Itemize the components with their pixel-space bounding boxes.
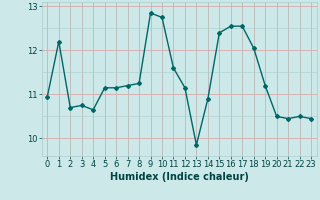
X-axis label: Humidex (Indice chaleur): Humidex (Indice chaleur) <box>110 172 249 182</box>
